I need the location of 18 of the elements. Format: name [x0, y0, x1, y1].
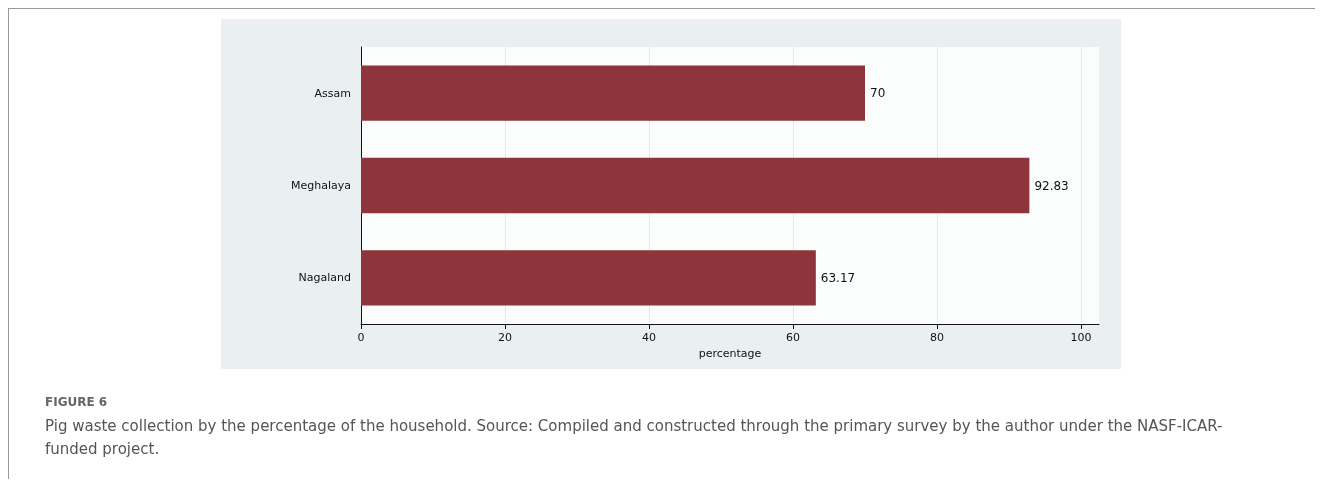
text: Pig waste collection by the percentage of the household. Source: Compiled and constructed through the primary survey by the author under the NASF-ICAR-funded project. [45, 416, 1224, 460]
x-tick-label: 40 [642, 331, 656, 344]
x-tick-label: 60 [786, 331, 800, 344]
x-tick-label: 0 [357, 331, 365, 344]
bar [361, 65, 865, 121]
data-label: 63.17 [820, 270, 856, 285]
x-tick-label: 100 [1070, 331, 1092, 344]
bar [361, 250, 816, 306]
data-label: 92.83 [1034, 178, 1069, 193]
x-tick-label: 80 [930, 331, 944, 344]
bar [361, 157, 1030, 214]
y-tick-label: Assam [314, 86, 351, 100]
x-tick-label: 20 [498, 331, 512, 344]
text: FIGURE 6 [45, 395, 108, 409]
data-label: 70 [870, 86, 886, 101]
y-tick-label: Meghalaya [290, 179, 351, 192]
y-tick-label: Nagaland [298, 271, 351, 285]
x-axis-title: percentage [698, 346, 762, 360]
